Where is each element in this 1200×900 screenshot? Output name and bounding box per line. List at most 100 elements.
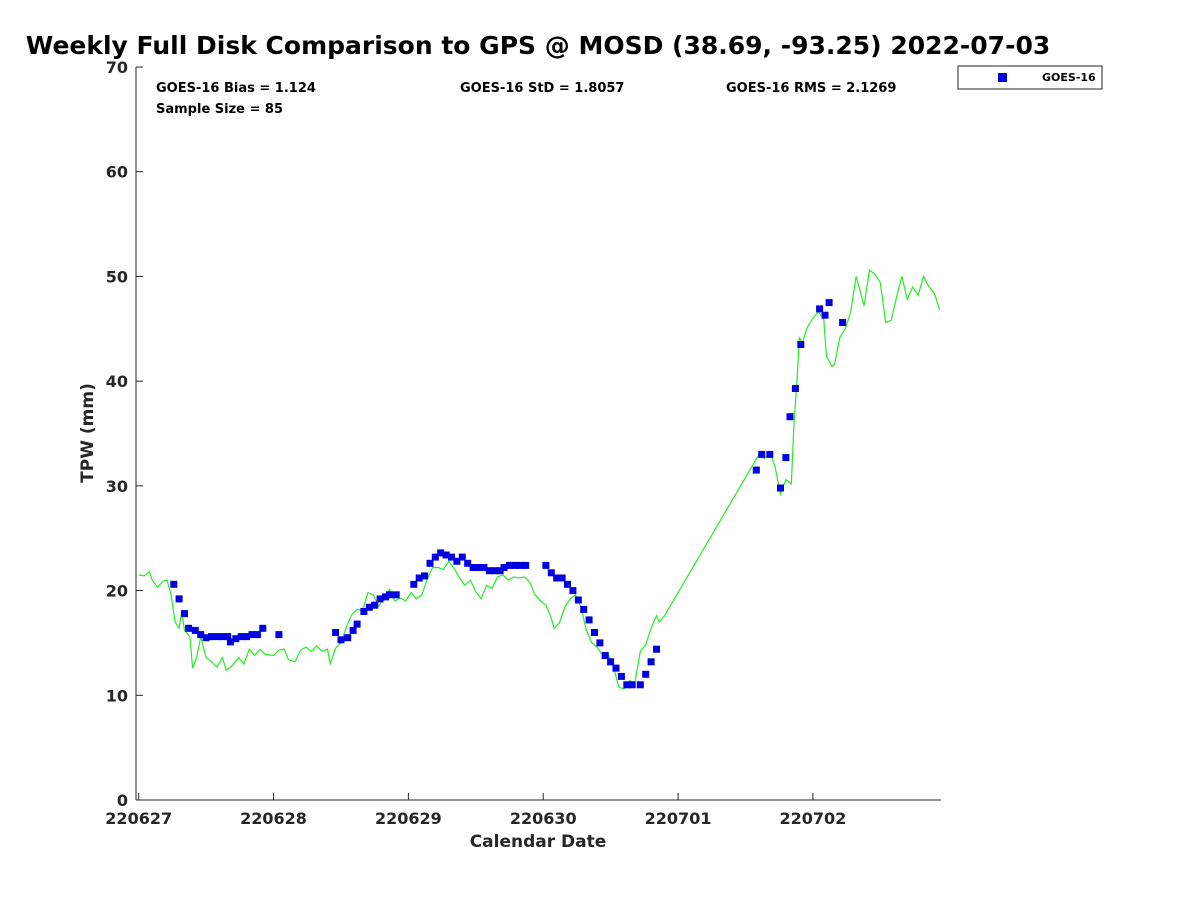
goes16-point (491, 567, 499, 575)
goes16-point (392, 591, 400, 599)
goes16-point (758, 450, 766, 458)
goes16-point (607, 658, 615, 666)
goes16-point (224, 633, 232, 641)
goes16-point (185, 624, 193, 632)
std-stat: GOES-16 StD = 1.8057 (460, 81, 624, 96)
plot-axes: 0 10 20 30 40 50 60 70 220627 220628 220629 220630 2… (105, 58, 941, 828)
y-tick-label: 70 (106, 58, 128, 77)
goes16-point (349, 626, 357, 634)
goes16-point (386, 591, 393, 599)
goes16-point (464, 559, 472, 567)
rms-stat: GOES-16 RMS = 2.1269 (726, 81, 896, 96)
x-tick-label: 220629 (375, 809, 442, 828)
goes16-point (782, 454, 790, 462)
goes16-point (410, 580, 418, 588)
x-tick-label: 220627 (105, 809, 172, 828)
legend-box (957, 65, 1103, 90)
goes16-point (353, 620, 361, 628)
goes16-point (642, 670, 650, 678)
goes16-point (337, 636, 345, 644)
goes16-point (496, 567, 504, 575)
y-tick-label: 20 (106, 582, 128, 601)
goes16-point (426, 559, 434, 567)
goes16-point (569, 587, 577, 595)
goes16-point (376, 595, 384, 603)
goes16-point (612, 664, 620, 672)
goes16-point (191, 626, 199, 634)
goes16-point (636, 681, 644, 689)
sample-size-stat: Sample Size = 85 (156, 102, 283, 117)
goes16-point (232, 635, 240, 643)
goes16-point (360, 608, 368, 615)
y-tick-label: 60 (106, 163, 128, 182)
x-tick-label: 220628 (240, 809, 307, 828)
goes16-point (564, 580, 571, 588)
goes16-point (580, 605, 588, 613)
legend: GOES-16 (957, 65, 1103, 90)
legend-label-goes16: GOES-16 (1042, 71, 1096, 84)
goes16-point (752, 466, 760, 474)
goes16-point (437, 549, 445, 557)
goes16-point (522, 561, 530, 569)
goes16-point (653, 645, 660, 653)
goes16-point (553, 574, 561, 582)
goes16-point (458, 553, 466, 561)
goes16-point (275, 631, 283, 639)
goes16-point (202, 634, 210, 642)
gps-line (138, 268, 941, 690)
goes16-point (825, 299, 833, 307)
goes16-point (431, 553, 439, 561)
goes16-point (485, 567, 493, 575)
goes16-point (243, 633, 251, 641)
goes16-point (469, 564, 477, 571)
goes16-point (208, 633, 215, 641)
goes16-point (475, 564, 482, 571)
goes16-point (421, 572, 429, 580)
goes16-point (601, 652, 609, 659)
goes16-point (237, 633, 245, 641)
goes16-point (248, 631, 256, 639)
goes16-point (259, 624, 267, 632)
goes16-point (797, 341, 805, 348)
x-axis-label: Calendar Date (470, 832, 607, 852)
goes16-point (547, 569, 555, 577)
gps-series (138, 268, 941, 690)
goes16-point (500, 564, 508, 571)
goes16-point (480, 564, 488, 571)
goes16-point (226, 638, 234, 646)
goes16-point (197, 631, 205, 639)
goes16-point (516, 561, 524, 569)
y-tick-label: 40 (106, 372, 128, 391)
goes16-point (816, 305, 824, 313)
x-tick-label: 220630 (510, 809, 577, 828)
y-axis-label: TPW (mm) (78, 383, 98, 483)
y-tick-label: 50 (106, 267, 128, 286)
goes16-point (617, 672, 625, 680)
x-tick-label: 220701 (645, 809, 712, 828)
goes16-point (777, 484, 784, 492)
x-tick-label: 220702 (780, 809, 847, 828)
y-tick-label: 10 (106, 686, 128, 705)
goes16-point (542, 561, 550, 569)
goes16-point (558, 574, 566, 582)
chart-title: Weekly Full Disk Comparison to GPS @ MOS… (26, 31, 1050, 60)
goes16-point (415, 574, 423, 582)
goes16-point (821, 311, 829, 319)
goes16-point (591, 629, 598, 636)
goes16-point (344, 634, 352, 642)
goes16-point (839, 319, 847, 326)
y-tick-label: 30 (106, 477, 128, 496)
goes16-point (585, 616, 593, 624)
goes16-point (448, 553, 455, 561)
goes16-point (574, 596, 582, 604)
goes16-point (786, 413, 794, 421)
goes16-point (596, 639, 604, 647)
goes16-point (506, 561, 513, 569)
goes16-point (453, 557, 461, 565)
goes-series (170, 299, 847, 689)
goes16-point (365, 603, 373, 611)
goes16-point (175, 595, 183, 603)
goes16-point (442, 551, 450, 559)
goes16-point (170, 580, 178, 588)
